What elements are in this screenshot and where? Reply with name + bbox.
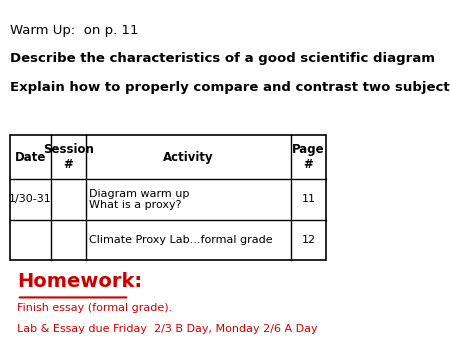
Text: Explain how to properly compare and contrast two subjects.: Explain how to properly compare and cont… — [10, 81, 450, 94]
Text: 12: 12 — [302, 235, 315, 245]
Text: Activity: Activity — [163, 151, 214, 164]
Text: Finish essay (formal grade).: Finish essay (formal grade). — [17, 303, 172, 313]
Bar — [10, 135, 326, 260]
Text: Warm Up:  on p. 11: Warm Up: on p. 11 — [10, 24, 139, 37]
Text: Date: Date — [15, 151, 46, 164]
Text: Page
#: Page # — [292, 143, 325, 171]
Text: Diagram warm up
What is a proxy?: Diagram warm up What is a proxy? — [89, 189, 189, 210]
Text: Describe the characteristics of a good scientific diagram: Describe the characteristics of a good s… — [10, 52, 435, 65]
Text: Lab & Essay due Friday  2/3 B Day, Monday 2/6 A Day: Lab & Essay due Friday 2/3 B Day, Monday… — [17, 324, 317, 335]
Text: 1/30-31: 1/30-31 — [9, 194, 52, 204]
Text: Climate Proxy Lab...formal grade: Climate Proxy Lab...formal grade — [89, 235, 273, 245]
Text: 11: 11 — [302, 194, 315, 204]
Text: Homework:: Homework: — [17, 272, 142, 291]
Text: Session
#: Session # — [43, 143, 94, 171]
